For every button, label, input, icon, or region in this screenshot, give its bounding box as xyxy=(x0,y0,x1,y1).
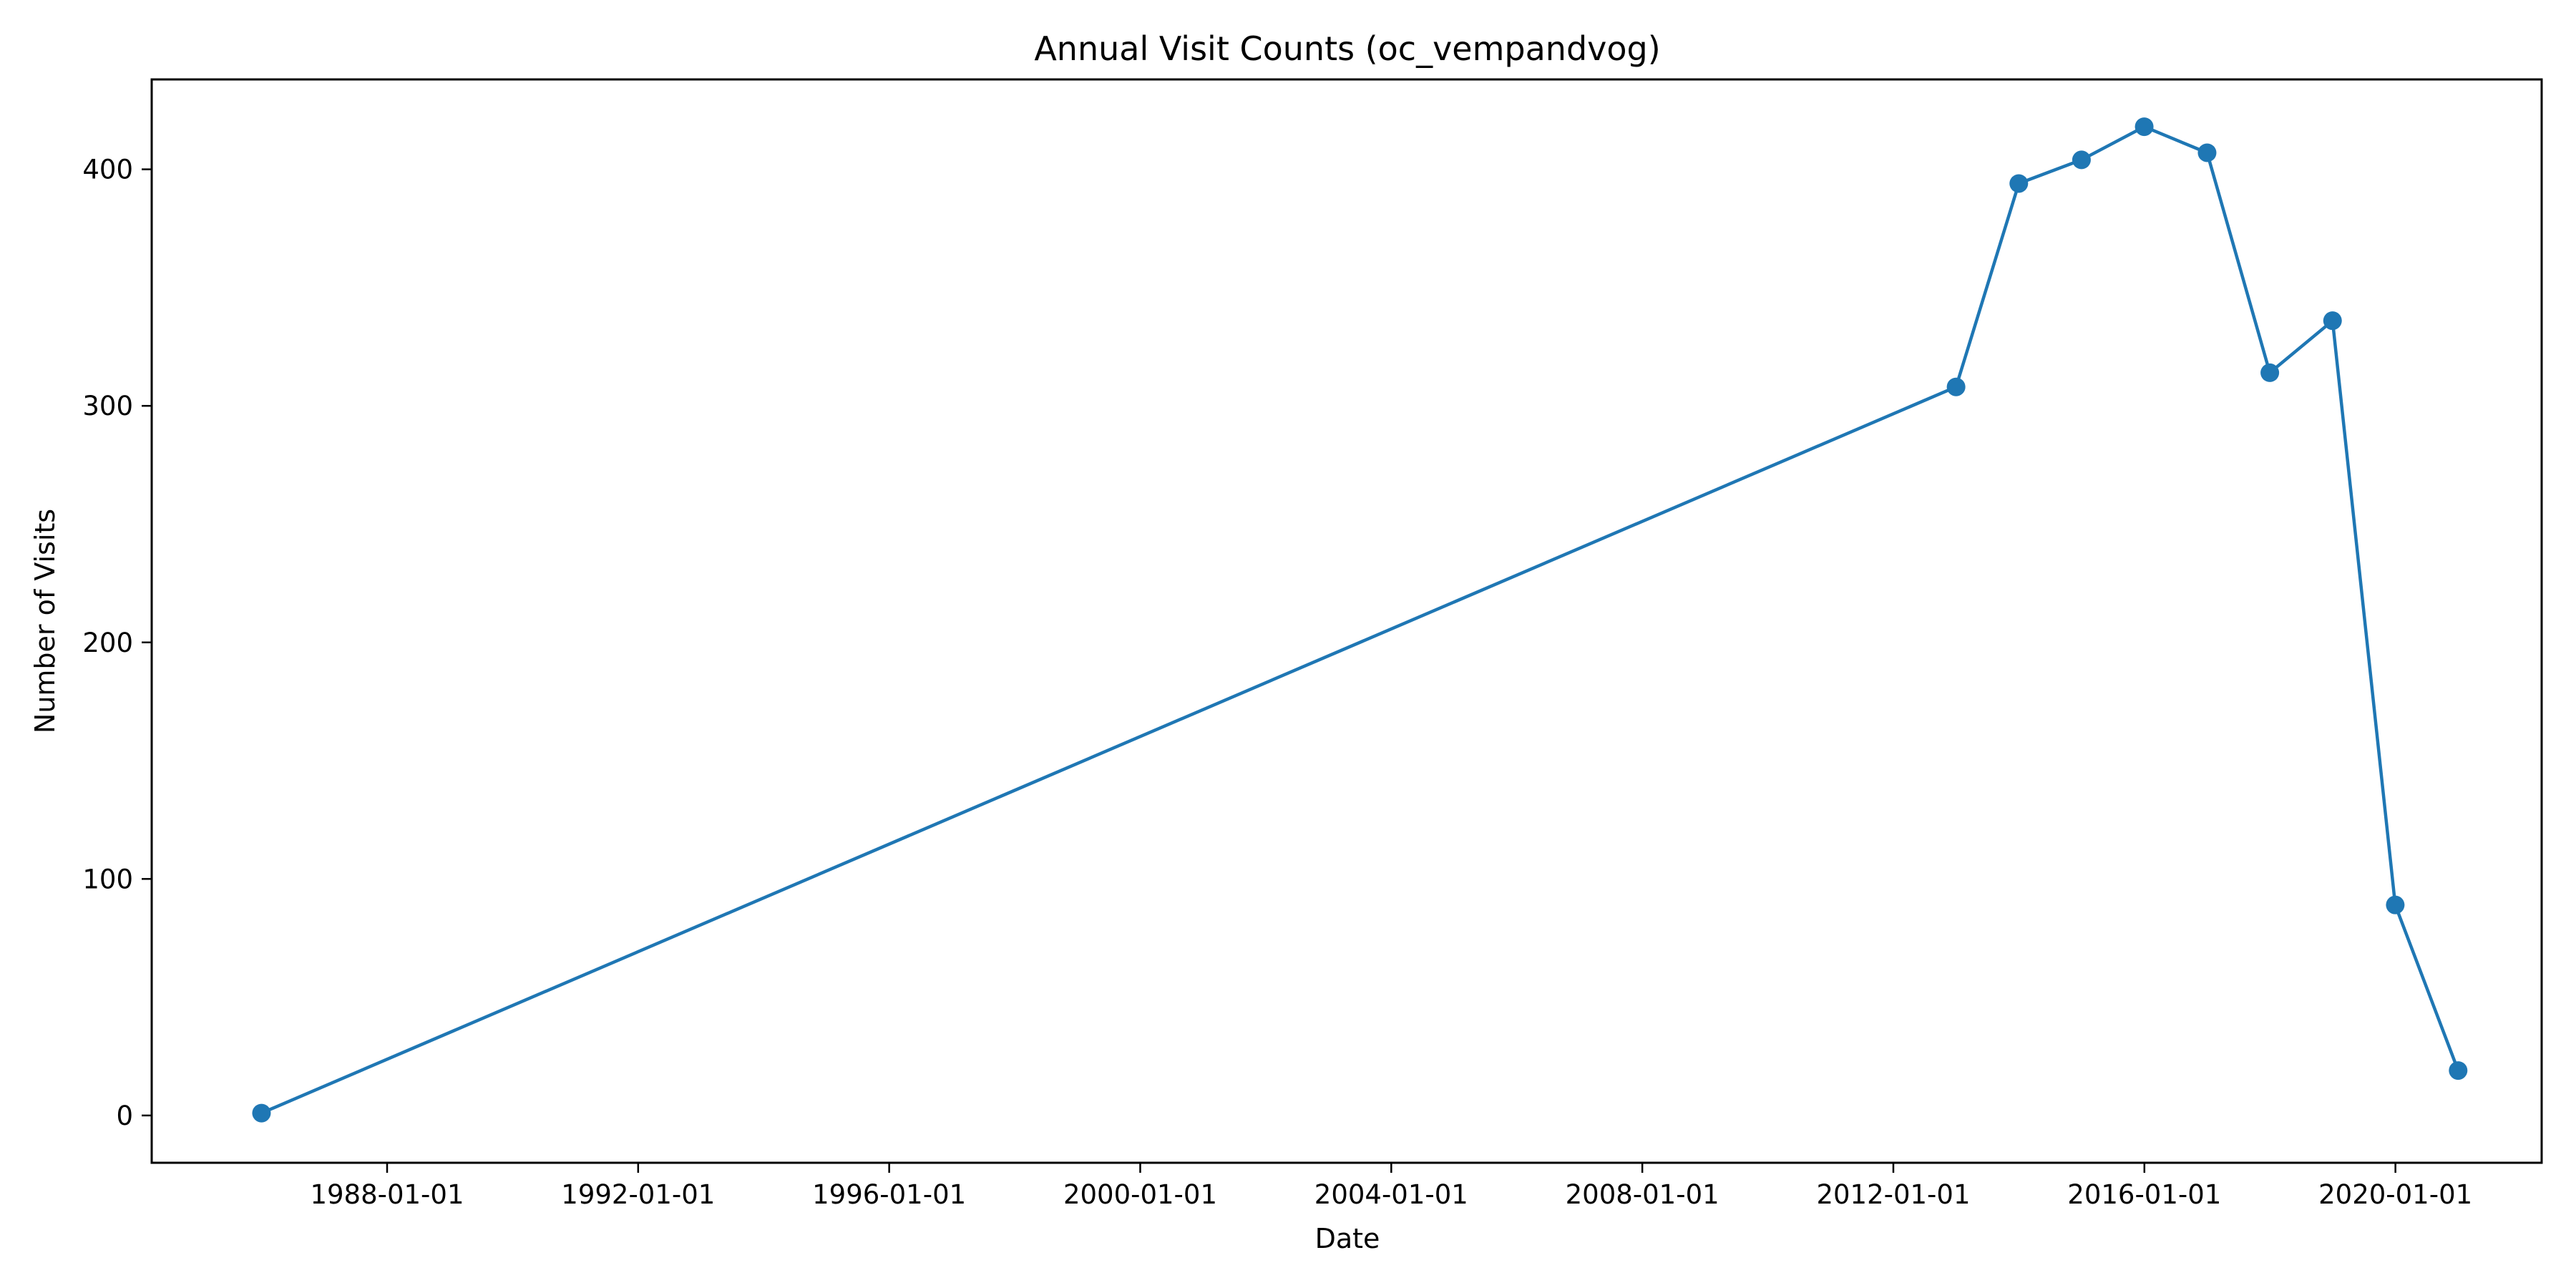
series-layer xyxy=(252,117,2468,1123)
data-point xyxy=(1946,377,1966,396)
y-axis-label: Number of Visits xyxy=(29,509,61,733)
data-point xyxy=(2260,363,2280,382)
data-point xyxy=(252,1103,271,1123)
y-tick-label: 100 xyxy=(82,864,133,894)
x-tick-label: 2004-01-01 xyxy=(1314,1179,1468,1210)
data-point xyxy=(2135,117,2154,137)
data-point xyxy=(2386,895,2405,914)
x-tick-label: 1996-01-01 xyxy=(812,1179,966,1210)
x-tick-label: 1992-01-01 xyxy=(561,1179,715,1210)
x-tick-label: 2012-01-01 xyxy=(1816,1179,1970,1210)
x-tick-label: 2008-01-01 xyxy=(1566,1179,1719,1210)
y-tick-label: 0 xyxy=(116,1101,133,1131)
data-point xyxy=(2009,174,2029,193)
x-tick-label: 2016-01-01 xyxy=(2067,1179,2221,1210)
data-point xyxy=(2449,1061,2468,1080)
x-tick-label: 1988-01-01 xyxy=(310,1179,464,1210)
y-axis: 0 100 200 300 400 xyxy=(82,155,152,1131)
data-point xyxy=(2323,311,2342,331)
x-axis-label: Date xyxy=(1315,1223,1380,1254)
y-tick-label: 300 xyxy=(82,391,133,421)
y-tick-label: 400 xyxy=(82,155,133,185)
x-tick-label: 2020-01-01 xyxy=(2318,1179,2472,1210)
series-line xyxy=(260,125,2460,1115)
x-axis: 1988-01-01 1992-01-01 1996-01-01 2000-01-01… xyxy=(310,1163,2472,1210)
chart-title: Annual Visit Counts (oc_vempandvog) xyxy=(1034,29,1660,68)
x-tick-label: 2000-01-01 xyxy=(1063,1179,1217,1210)
plot-frame xyxy=(150,78,2543,1164)
data-point xyxy=(2197,143,2217,162)
y-tick-label: 200 xyxy=(82,628,133,658)
data-point xyxy=(2072,150,2091,170)
